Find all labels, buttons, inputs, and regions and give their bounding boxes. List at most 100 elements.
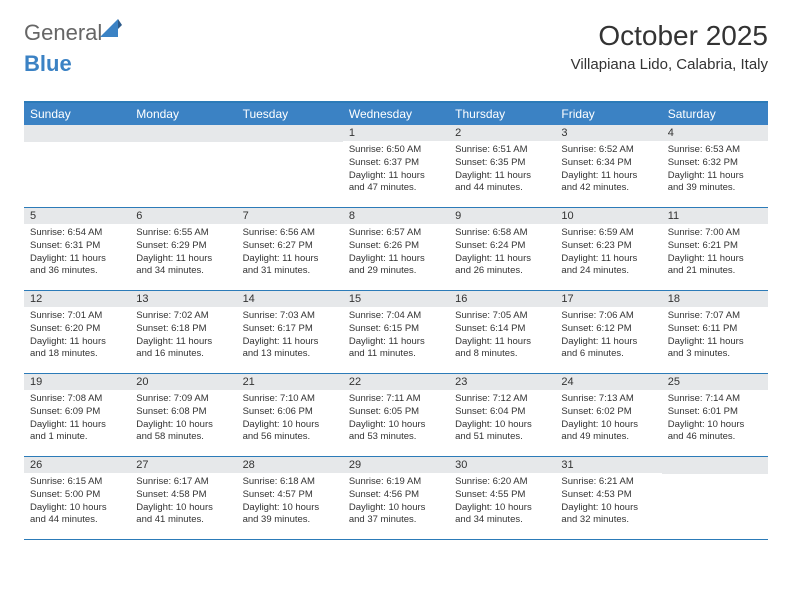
cell-body: Sunrise: 6:20 AMSunset: 4:55 PMDaylight:… [449,473,555,533]
sunset-text: Sunset: 6:08 PM [136,406,230,419]
daylight-text: Daylight: 11 hours and 47 minutes. [349,170,443,196]
sunrise-text: Sunrise: 6:59 AM [561,227,655,240]
calendar-cell: 22Sunrise: 7:11 AMSunset: 6:05 PMDayligh… [343,374,449,456]
daylight-text: Daylight: 10 hours and 56 minutes. [243,419,337,445]
sunrise-text: Sunrise: 6:56 AM [243,227,337,240]
daylight-text: Daylight: 11 hours and 21 minutes. [668,253,762,279]
daylight-text: Daylight: 10 hours and 49 minutes. [561,419,655,445]
sunset-text: Sunset: 6:17 PM [243,323,337,336]
cell-body: Sunrise: 7:11 AMSunset: 6:05 PMDaylight:… [343,390,449,450]
cell-body: Sunrise: 6:57 AMSunset: 6:26 PMDaylight:… [343,224,449,284]
weeks-container: 1Sunrise: 6:50 AMSunset: 6:37 PMDaylight… [24,125,768,540]
day-number: 15 [343,291,449,307]
cell-body: Sunrise: 7:14 AMSunset: 6:01 PMDaylight:… [662,390,768,450]
day-number: 22 [343,374,449,390]
daylight-text: Daylight: 10 hours and 58 minutes. [136,419,230,445]
daylight-text: Daylight: 11 hours and 42 minutes. [561,170,655,196]
calendar-cell [24,125,130,207]
day-number: 16 [449,291,555,307]
day-number: 23 [449,374,555,390]
sunset-text: Sunset: 6:14 PM [455,323,549,336]
calendar-grid: Sunday Monday Tuesday Wednesday Thursday… [24,101,768,540]
calendar-cell: 5Sunrise: 6:54 AMSunset: 6:31 PMDaylight… [24,208,130,290]
calendar-cell: 6Sunrise: 6:55 AMSunset: 6:29 PMDaylight… [130,208,236,290]
sunset-text: Sunset: 4:57 PM [243,489,337,502]
calendar-cell: 28Sunrise: 6:18 AMSunset: 4:57 PMDayligh… [237,457,343,539]
day-number [662,457,768,474]
sunrise-text: Sunrise: 6:58 AM [455,227,549,240]
sunrise-text: Sunrise: 7:11 AM [349,393,443,406]
day-number: 28 [237,457,343,473]
day-number: 9 [449,208,555,224]
sunrise-text: Sunrise: 7:14 AM [668,393,762,406]
cell-body: Sunrise: 6:53 AMSunset: 6:32 PMDaylight:… [662,141,768,201]
sunrise-text: Sunrise: 7:13 AM [561,393,655,406]
sunset-text: Sunset: 6:18 PM [136,323,230,336]
daylight-text: Daylight: 11 hours and 29 minutes. [349,253,443,279]
calendar-cell: 19Sunrise: 7:08 AMSunset: 6:09 PMDayligh… [24,374,130,456]
cell-body: Sunrise: 7:07 AMSunset: 6:11 PMDaylight:… [662,307,768,367]
sunrise-text: Sunrise: 7:03 AM [243,310,337,323]
sunrise-text: Sunrise: 7:06 AM [561,310,655,323]
cell-body: Sunrise: 7:08 AMSunset: 6:09 PMDaylight:… [24,390,130,450]
cell-body: Sunrise: 6:51 AMSunset: 6:35 PMDaylight:… [449,141,555,201]
daylight-text: Daylight: 11 hours and 11 minutes. [349,336,443,362]
calendar-cell: 7Sunrise: 6:56 AMSunset: 6:27 PMDaylight… [237,208,343,290]
day-number [130,125,236,142]
daylight-text: Daylight: 11 hours and 13 minutes. [243,336,337,362]
calendar-cell [662,457,768,539]
sunset-text: Sunset: 6:15 PM [349,323,443,336]
sunrise-text: Sunrise: 6:51 AM [455,144,549,157]
sunrise-text: Sunrise: 6:15 AM [30,476,124,489]
day-number: 27 [130,457,236,473]
day-header-wed: Wednesday [343,103,449,125]
calendar-cell: 13Sunrise: 7:02 AMSunset: 6:18 PMDayligh… [130,291,236,373]
sunrise-text: Sunrise: 7:07 AM [668,310,762,323]
cell-body: Sunrise: 6:18 AMSunset: 4:57 PMDaylight:… [237,473,343,533]
calendar-cell: 20Sunrise: 7:09 AMSunset: 6:08 PMDayligh… [130,374,236,456]
day-number: 30 [449,457,555,473]
cell-body: Sunrise: 7:05 AMSunset: 6:14 PMDaylight:… [449,307,555,367]
daylight-text: Daylight: 11 hours and 34 minutes. [136,253,230,279]
calendar-cell: 16Sunrise: 7:05 AMSunset: 6:14 PMDayligh… [449,291,555,373]
sunrise-text: Sunrise: 6:52 AM [561,144,655,157]
sunset-text: Sunset: 6:27 PM [243,240,337,253]
day-number [24,125,130,142]
sunset-text: Sunset: 4:58 PM [136,489,230,502]
calendar-cell: 26Sunrise: 6:15 AMSunset: 5:00 PMDayligh… [24,457,130,539]
daylight-text: Daylight: 11 hours and 1 minute. [30,419,124,445]
logo-triangle-icon [100,19,122,42]
daylight-text: Daylight: 10 hours and 32 minutes. [561,502,655,528]
logo-text-general: General [24,20,102,46]
cell-body: Sunrise: 7:09 AMSunset: 6:08 PMDaylight:… [130,390,236,450]
cell-body: Sunrise: 6:56 AMSunset: 6:27 PMDaylight:… [237,224,343,284]
cell-body: Sunrise: 7:10 AMSunset: 6:06 PMDaylight:… [237,390,343,450]
sunrise-text: Sunrise: 7:08 AM [30,393,124,406]
sunset-text: Sunset: 6:21 PM [668,240,762,253]
day-number: 19 [24,374,130,390]
day-number: 29 [343,457,449,473]
cell-body: Sunrise: 7:03 AMSunset: 6:17 PMDaylight:… [237,307,343,367]
day-number: 3 [555,125,661,141]
sunrise-text: Sunrise: 7:00 AM [668,227,762,240]
calendar-cell: 8Sunrise: 6:57 AMSunset: 6:26 PMDaylight… [343,208,449,290]
calendar-week: 5Sunrise: 6:54 AMSunset: 6:31 PMDaylight… [24,208,768,291]
sunrise-text: Sunrise: 7:12 AM [455,393,549,406]
calendar-cell: 27Sunrise: 6:17 AMSunset: 4:58 PMDayligh… [130,457,236,539]
daylight-text: Daylight: 11 hours and 44 minutes. [455,170,549,196]
day-number: 14 [237,291,343,307]
cell-body: Sunrise: 6:19 AMSunset: 4:56 PMDaylight:… [343,473,449,533]
day-number: 18 [662,291,768,307]
cell-body: Sunrise: 7:13 AMSunset: 6:02 PMDaylight:… [555,390,661,450]
daylight-text: Daylight: 10 hours and 44 minutes. [30,502,124,528]
sunset-text: Sunset: 6:32 PM [668,157,762,170]
calendar-cell: 14Sunrise: 7:03 AMSunset: 6:17 PMDayligh… [237,291,343,373]
cell-body: Sunrise: 6:59 AMSunset: 6:23 PMDaylight:… [555,224,661,284]
calendar-cell: 23Sunrise: 7:12 AMSunset: 6:04 PMDayligh… [449,374,555,456]
daylight-text: Daylight: 10 hours and 53 minutes. [349,419,443,445]
day-number: 2 [449,125,555,141]
day-number: 10 [555,208,661,224]
sunset-text: Sunset: 6:23 PM [561,240,655,253]
day-header-row: Sunday Monday Tuesday Wednesday Thursday… [24,103,768,125]
sunset-text: Sunset: 6:20 PM [30,323,124,336]
